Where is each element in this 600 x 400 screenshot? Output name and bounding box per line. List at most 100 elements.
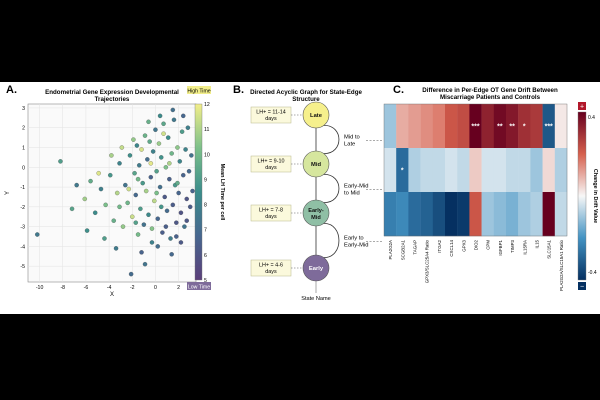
- colorbar-low-label-bg: [187, 282, 211, 290]
- colorbar-min-tick: -0.4: [588, 270, 597, 276]
- heat-cell-2-0: [384, 192, 397, 237]
- scatter-point-74: [74, 182, 79, 188]
- scatter-point-91: [148, 161, 154, 166]
- scatter-point-85: [174, 234, 179, 239]
- scatter-point-30: [147, 139, 152, 144]
- time-window-line2-0: days: [265, 116, 277, 122]
- heat-col-label-12: IL15: [535, 239, 540, 248]
- scatter-point-66: [131, 137, 136, 142]
- colorbar-minus-box: [578, 282, 586, 290]
- scatter-point-18: [133, 192, 138, 198]
- scatter-point-95: [175, 180, 180, 186]
- scatter-xlabel: X: [110, 292, 114, 298]
- scatter-ylabel: Y: [5, 191, 11, 195]
- heat-cell-2-7: [469, 192, 482, 237]
- dag-edge-label1-1: Early-Mid: [344, 184, 368, 190]
- scatter-points: [35, 107, 195, 277]
- scatter-point-60: [182, 224, 187, 229]
- colorbar-viridis: [194, 103, 203, 281]
- heat-col-label-5: CXCL14: [449, 239, 454, 256]
- colorbar-ticks: 5 6 7 8 9 10 11 12: [204, 102, 210, 284]
- heat-cell-1-6: [457, 148, 470, 193]
- scatter-point-90: [161, 131, 166, 136]
- heat-cell-1-4: [432, 148, 446, 193]
- scatter-point-75: [69, 206, 75, 212]
- panel-b-title-line2: Structure: [292, 96, 320, 103]
- dag-node-label2-2: Mid: [311, 215, 321, 221]
- time-window-line2-3: days: [265, 269, 277, 275]
- heat-cell-0-13: [542, 104, 555, 149]
- scatter-point-21: [137, 163, 142, 168]
- scatter-point-7: [108, 172, 113, 178]
- heat-col-label-10: TIMP3: [510, 239, 515, 252]
- heat-cell-2-9: [493, 192, 507, 237]
- heat-cell-1-5: [445, 148, 458, 193]
- scatter-point-28: [145, 157, 150, 162]
- x-tick-4: -2: [130, 285, 135, 291]
- dag-edge-label1-2: Early to: [344, 236, 364, 242]
- scatter-point-77: [102, 236, 107, 241]
- scatter-point-8: [111, 218, 116, 223]
- dag-node-label-1: Mid: [311, 162, 321, 168]
- scatter-grid: [28, 104, 196, 282]
- scatter-point-53: [174, 220, 179, 225]
- scatter-point-27: [143, 188, 149, 194]
- scatter-point-40: [159, 155, 164, 160]
- dag-edge-label1-0: Mid to: [344, 135, 360, 141]
- scatter-point-70: [181, 113, 186, 119]
- colorbar-tick-2: 7: [204, 228, 207, 234]
- heat-cell-0-4: [432, 104, 446, 149]
- heat-cell-2-5: [445, 192, 458, 237]
- heat-cell-0-8: [481, 104, 494, 149]
- scatter-plot-area: [27, 103, 197, 283]
- dag-edge-2: [323, 222, 340, 259]
- colorbar-label: Mean LH Time per cell: [219, 164, 225, 221]
- heat-cell-0-12: [530, 104, 543, 149]
- colorbar-minus-label: −: [580, 284, 584, 291]
- dag-edge-label2-2: Early-Mid: [344, 243, 368, 249]
- x-tick-0: -10: [36, 285, 44, 291]
- scatter-point-42: [161, 121, 166, 127]
- heat-cell-2-4: [432, 192, 446, 237]
- heat-cell-0-3: [420, 104, 433, 149]
- heat-col-label-1: SCGB2A1: [400, 239, 405, 260]
- y-tick-2: -3: [20, 225, 25, 231]
- scatter-point-49: [169, 151, 174, 156]
- heat-cell-1-12: [530, 148, 543, 193]
- heat-cell-2-3: [420, 192, 433, 237]
- heat-cell-0-2: [408, 104, 421, 149]
- heat-col-label-6: GPX3: [461, 239, 466, 251]
- y-tick-5: 0: [22, 165, 25, 171]
- scatter-point-11: [120, 224, 126, 229]
- scatter-point-34: [152, 198, 157, 204]
- heat-sig-0-7: ***: [471, 124, 479, 131]
- heat-cell-2-14: [554, 192, 568, 237]
- heat-cell-2-10: [506, 192, 519, 237]
- scatter-point-83: [149, 240, 155, 245]
- scatter-point-26: [142, 133, 148, 138]
- scatter-point-61: [183, 147, 188, 152]
- scatter-point-32: [149, 226, 155, 231]
- heat-frame: [383, 103, 568, 237]
- scatter-point-67: [146, 119, 151, 125]
- heat-col-label-8: CPM: [486, 240, 491, 250]
- scatter-point-17: [132, 170, 137, 176]
- scatter-point-48: [168, 236, 173, 241]
- scatter-point-81: [169, 252, 174, 257]
- scatter-point-47: [167, 176, 172, 182]
- heat-cell-0-1: [396, 104, 409, 149]
- scatter-point-19: [134, 143, 140, 148]
- x-tick-5: 0: [154, 285, 157, 291]
- colorbar-tick-3: 8: [204, 203, 207, 209]
- scatter-point-2: [82, 196, 87, 202]
- dag-edge-1: [323, 173, 340, 204]
- scatter-point-68: [157, 113, 163, 119]
- y-tick-7: 2: [22, 126, 25, 132]
- panel-b: B. Directed Acyclic Graph for State-Edge…: [233, 84, 382, 302]
- panel-c-title-line2: Miscarriage Patients and Controls: [440, 94, 541, 101]
- scatter-point-1: [58, 159, 63, 164]
- x-tick-3: -4: [107, 285, 112, 291]
- dag-node-2: [302, 199, 330, 227]
- panel-c-letter: C.: [393, 84, 404, 96]
